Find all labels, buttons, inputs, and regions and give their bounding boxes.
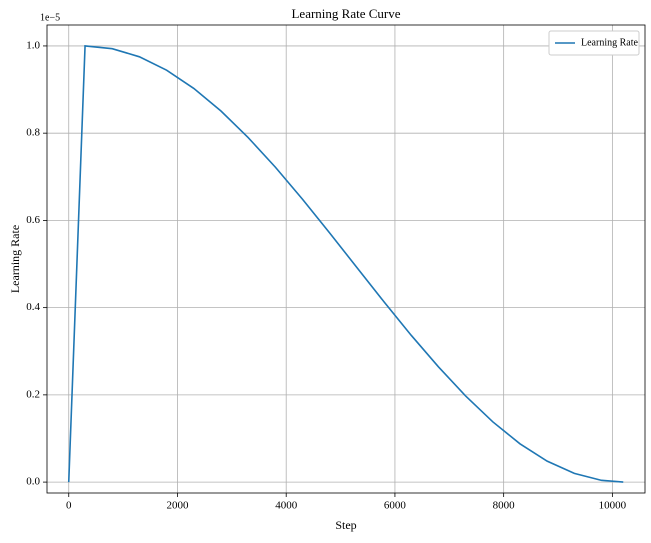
y-tick-label: 0.6 bbox=[26, 214, 40, 226]
x-tick-label: 8000 bbox=[493, 500, 516, 512]
y-tick-label: 0.0 bbox=[26, 476, 40, 488]
legend-box bbox=[548, 30, 640, 56]
y-axis-label: Learning Rate bbox=[8, 225, 22, 293]
x-tick-label: 10000 bbox=[599, 500, 627, 512]
x-tick-label: 4000 bbox=[275, 500, 298, 512]
legend-label: Learning Rate bbox=[581, 37, 638, 48]
plot-frame bbox=[46, 24, 646, 494]
line-series bbox=[67, 45, 624, 483]
x-tick-label: 2000 bbox=[166, 500, 189, 512]
y-tick-label: 1.0 bbox=[26, 39, 40, 51]
y-tick-label: 0.2 bbox=[26, 388, 40, 400]
x-tick-label: 6000 bbox=[384, 500, 407, 512]
axis-offset: 1e−5 bbox=[40, 12, 60, 23]
chart-title: Learning Rate Curve bbox=[291, 6, 400, 21]
y-tick-label: 0.8 bbox=[26, 127, 40, 139]
x-tick-label: 0 bbox=[66, 500, 72, 512]
y-tick-label: 0.4 bbox=[26, 301, 40, 313]
x-axis-label: Step bbox=[335, 518, 356, 532]
